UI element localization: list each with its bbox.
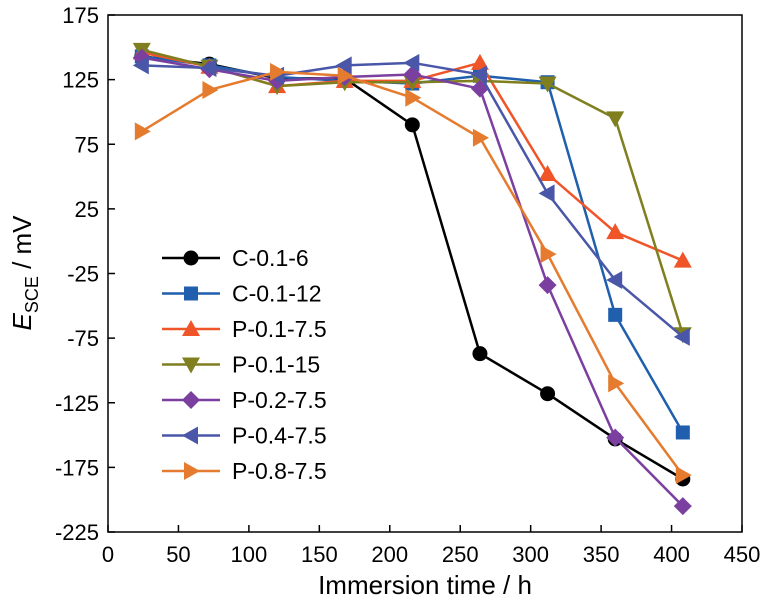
y-axis-title-main: E [7, 313, 37, 331]
data-point [608, 374, 625, 393]
data-point [202, 80, 219, 99]
plot-marks [132, 42, 692, 516]
legend-label: P-0.4-7.5 [232, 423, 327, 449]
data-point [673, 327, 690, 346]
legend-marker [182, 426, 198, 445]
legend-marker [182, 357, 200, 374]
data-point [540, 386, 556, 402]
legend-item: C-0.1-6 [162, 245, 309, 271]
data-point [337, 66, 354, 85]
legend-marker [183, 250, 199, 266]
data-point [608, 307, 623, 322]
data-point [606, 428, 625, 447]
legend-label: P-0.2-7.5 [232, 387, 327, 413]
x-tick-label: 300 [512, 542, 549, 567]
legend-item: P-0.1-15 [162, 352, 320, 378]
data-point [472, 128, 489, 147]
x-tick-label: 350 [583, 542, 620, 567]
data-point [606, 223, 625, 240]
y-tick-label: 175 [62, 3, 99, 28]
y-tick-label: -175 [55, 455, 99, 480]
y-tick-label: -75 [67, 326, 99, 351]
series-C-0.1-12 [134, 49, 690, 440]
legend-marker [182, 391, 200, 409]
legend-label: C-0.1-12 [232, 281, 321, 307]
data-point [606, 270, 623, 289]
data-point [673, 497, 692, 516]
y-tick-label: 75 [75, 132, 99, 157]
series-P-0.4-7.5 [132, 53, 690, 346]
x-tick-label: 250 [442, 542, 479, 567]
data-point [675, 466, 692, 485]
data-point [470, 65, 487, 84]
legend-item: P-0.1-7.5 [162, 316, 327, 342]
data-point [335, 56, 352, 75]
x-tick-label: 450 [724, 542, 761, 567]
data-point [538, 184, 555, 203]
y-tick-label: 25 [75, 197, 99, 222]
legend-item: C-0.1-12 [162, 281, 321, 307]
data-point [404, 117, 420, 133]
data-point [673, 251, 692, 268]
x-tick-label: 100 [231, 542, 268, 567]
legend-marker [182, 320, 200, 336]
legend-marker [184, 286, 198, 301]
y-tick-label: 125 [62, 68, 99, 93]
x-tick-label: 200 [371, 542, 408, 567]
legend-item: P-0.4-7.5 [162, 423, 327, 449]
series-line [141, 48, 685, 335]
legend-label: P-0.8-7.5 [232, 458, 327, 484]
data-point [132, 56, 149, 75]
y-axis-title-subscript: SCE [22, 276, 42, 313]
x-axis-title: Immersion time / h [318, 570, 532, 600]
y-axis-title: ESCE / mV [7, 215, 42, 331]
legend-label: P-0.1-15 [232, 352, 320, 378]
data-point [134, 122, 151, 141]
x-tick-label: 150 [301, 542, 338, 567]
data-point [540, 245, 557, 264]
data-point [538, 164, 557, 181]
series-line [141, 61, 684, 338]
data-point [270, 62, 287, 81]
series-P-0.2-7.5 [132, 48, 692, 516]
data-point [675, 425, 690, 440]
series-P-0.8-7.5 [134, 62, 692, 485]
data-point [472, 346, 488, 362]
x-tick-label: 50 [166, 542, 190, 567]
data-point [403, 53, 420, 72]
legend-label: P-0.1-7.5 [232, 316, 327, 342]
y-tick-label: -125 [55, 391, 99, 416]
legend-item: P-0.2-7.5 [162, 387, 327, 413]
y-axis-title-unit: / mV [7, 215, 37, 276]
legend-item: P-0.8-7.5 [162, 458, 327, 484]
data-point [470, 53, 489, 70]
legend-marker [184, 462, 200, 480]
x-tick-label: 400 [653, 542, 690, 567]
data-point [200, 58, 217, 77]
y-tick-label: -225 [55, 520, 99, 545]
data-point [538, 76, 557, 93]
data-point [606, 111, 625, 128]
axes: 0 50 100 150 200 250 300 350 400 450 -225 -175 -125 -… [55, 3, 760, 567]
data-point [538, 276, 557, 295]
legend: C-0.1-6 C-0.1-12 P-0.1-7.5 P-0.1-15 P-0.2-7.… [162, 245, 327, 484]
x-tick-label: 0 [102, 542, 114, 567]
y-tick-label: -25 [67, 262, 99, 287]
legend-label: C-0.1-6 [232, 245, 309, 271]
data-point [405, 88, 422, 107]
